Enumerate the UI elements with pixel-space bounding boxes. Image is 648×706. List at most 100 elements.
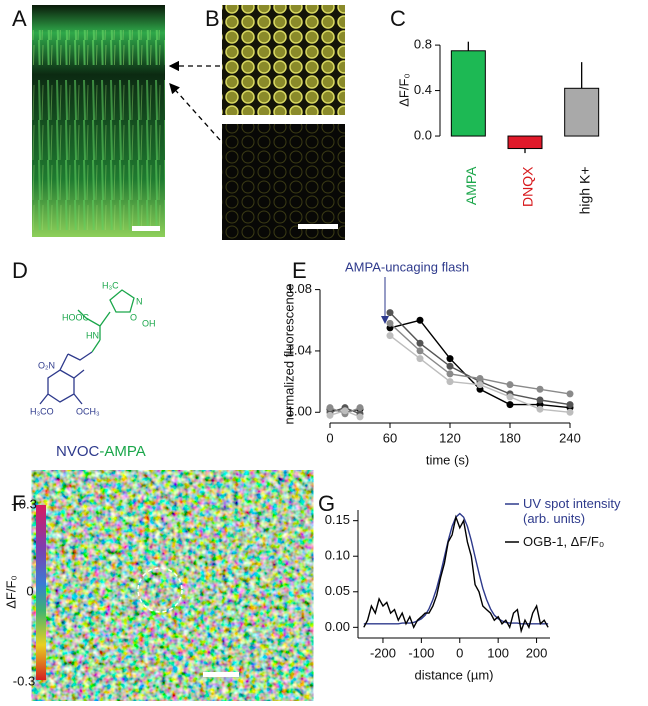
y-tick-label: 0.00 — [325, 619, 350, 634]
atom-label: O₂N — [38, 360, 55, 370]
y-tick-label: 0.0 — [414, 127, 432, 142]
data-point — [476, 381, 484, 389]
data-point — [506, 381, 514, 389]
y-tick-label: 0.05 — [325, 583, 350, 598]
data-point — [341, 407, 349, 415]
data-point — [416, 347, 424, 355]
y-tick-label: 0.4 — [414, 82, 432, 97]
scale-bar — [132, 226, 160, 231]
data-point — [356, 404, 364, 412]
data-point — [506, 393, 514, 401]
image-a-texture — [32, 30, 165, 65]
y-tick-label: 0.10 — [325, 548, 350, 563]
data-point — [326, 404, 334, 412]
y-tick-label: 0.15 — [325, 512, 350, 527]
image-f — [55, 490, 290, 690]
y-tick-label: 1.04 — [287, 342, 312, 357]
image-b-top — [222, 5, 345, 115]
scale-bar — [203, 672, 239, 677]
series-line — [363, 512, 549, 625]
panel-label: F — [12, 491, 25, 516]
data-point — [416, 339, 424, 347]
annotation: AMPA-uncaging flash — [345, 259, 469, 274]
data-point — [356, 413, 364, 421]
x-tick-label: -100 — [408, 645, 434, 660]
category-label: high K+ — [576, 167, 592, 215]
bar — [507, 135, 543, 150]
y-tick-label: 1.00 — [287, 404, 312, 419]
data-point — [446, 362, 454, 370]
structure — [39, 289, 135, 405]
data-point — [416, 316, 424, 324]
roi-circle — [137, 567, 183, 613]
bar — [450, 50, 486, 137]
colorbar-label: +0.3 — [11, 496, 37, 511]
data-point — [386, 319, 394, 327]
panel-label: D — [12, 258, 28, 283]
data-point — [506, 401, 514, 409]
data-point — [566, 390, 574, 398]
panel-label: G — [318, 491, 335, 516]
atom-label: N — [136, 296, 143, 306]
category-label: AMPA — [463, 166, 479, 205]
panel-label: A — [12, 6, 27, 31]
data-point — [446, 355, 454, 363]
data-point — [536, 385, 544, 393]
data-point — [536, 405, 544, 413]
atom-label: HOOC — [62, 312, 90, 322]
x-tick-label: 200 — [526, 645, 548, 660]
data-point — [446, 370, 454, 378]
panel-label: C — [390, 6, 406, 31]
atom-label: OCH₃ — [76, 406, 100, 416]
colorbar-label: 0 — [26, 583, 33, 598]
scale-bar — [298, 224, 338, 229]
name-part: NVOC — [56, 443, 100, 460]
x-tick-label: 120 — [439, 430, 461, 445]
panel-label: B — [205, 6, 220, 31]
image-b-bottom — [222, 124, 345, 240]
y-axis-label: normalized fluorescence — [281, 284, 296, 425]
x-axis-label: distance (µm) — [414, 667, 493, 682]
y-tick-label: 1.08 — [287, 281, 312, 296]
data-point — [446, 378, 454, 386]
category-label: DNQX — [520, 166, 536, 207]
x-tick-label: 180 — [499, 430, 521, 445]
data-point — [476, 375, 484, 383]
x-tick-label: 240 — [559, 430, 581, 445]
legend-label: OGB-1, ΔF/F₀ — [523, 534, 605, 549]
x-tick-label: 100 — [487, 645, 509, 660]
data-point — [386, 309, 394, 317]
legend-entry: OGB-1, ΔF/F₀ — [523, 534, 605, 549]
data-point — [536, 396, 544, 404]
bar — [564, 87, 600, 137]
x-tick-label: 0 — [456, 645, 463, 660]
colorbar-label: -0.3 — [13, 673, 35, 688]
atom-label: O — [130, 312, 137, 322]
atom-label: HN — [86, 330, 99, 340]
x-tick-label: 0 — [326, 430, 333, 445]
data-point — [386, 332, 394, 340]
colorbar-title: ΔF/F₀ — [3, 575, 18, 609]
atom-label: H₃CO — [30, 406, 54, 416]
panel-label: E — [292, 258, 307, 283]
series-line — [363, 514, 549, 634]
legend-entry: UV spot intensity (arb. units) — [523, 496, 621, 526]
legend-label: UV spot intensity (arb. units) — [523, 496, 621, 526]
x-tick-label: 60 — [383, 430, 397, 445]
compound-name: NVOC-AMPA — [56, 443, 146, 460]
atom-label: OH — [142, 318, 156, 328]
arrow — [169, 83, 221, 141]
x-tick-label: -200 — [370, 645, 396, 660]
colorbar — [36, 505, 46, 680]
y-axis-label: ΔF/F₀ — [396, 73, 411, 107]
name-part: -AMPA — [99, 443, 145, 460]
atom-label: H₃C — [102, 280, 119, 290]
y-tick-label: 0.8 — [414, 37, 432, 52]
data-point — [416, 355, 424, 363]
data-point — [566, 401, 574, 409]
data-point — [566, 408, 574, 416]
x-axis-label: time (s) — [426, 452, 469, 467]
data-point — [326, 411, 334, 419]
image-a-texture — [32, 80, 165, 230]
